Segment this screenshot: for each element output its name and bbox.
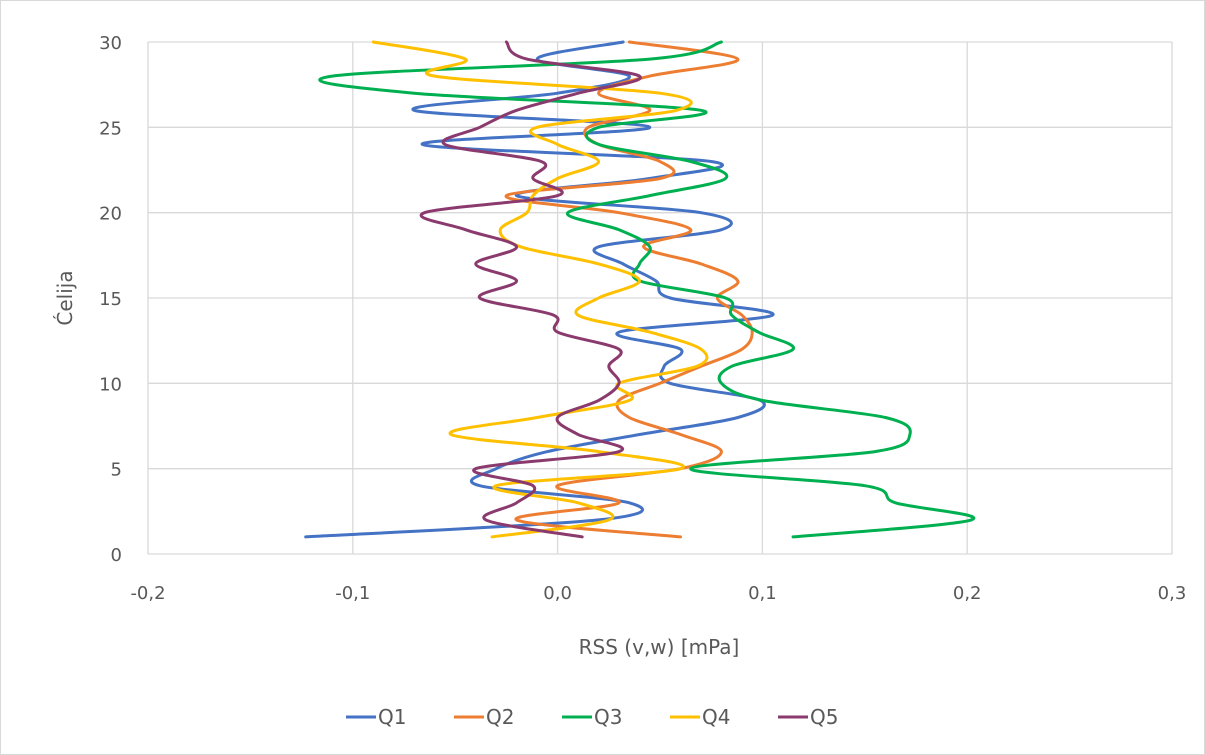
series-lines — [304, 40, 976, 539]
legend-label-q4: Q4 — [702, 705, 730, 729]
x-tick-label: 0,1 — [748, 583, 777, 604]
x-tick-label: 0,0 — [543, 583, 572, 604]
legend-label-q5: Q5 — [810, 705, 838, 729]
x-tick-label: -0,2 — [130, 583, 165, 604]
series-line-q3 — [318, 40, 976, 539]
series-line-q4 — [371, 40, 709, 539]
x-tick-label: 0,2 — [953, 583, 982, 604]
y-tick-label: 30 — [99, 33, 122, 54]
series-line-q5 — [419, 40, 642, 539]
legend-label-q2: Q2 — [486, 705, 514, 729]
y-tick-label: 20 — [99, 204, 122, 225]
x-tick-labels: -0,2 -0,1 0,0 0,1 0,2 0,3 — [130, 583, 1186, 604]
x-tick-label: -0,1 — [335, 583, 370, 604]
y-tick-label: 10 — [99, 374, 122, 395]
x-axis-title: RSS (v,w) [mPa] — [579, 635, 740, 659]
x-tick-label: 0,3 — [1158, 583, 1187, 604]
y-tick-labels: 0 5 10 15 20 25 30 — [99, 33, 122, 566]
legend-label-q3: Q3 — [594, 705, 622, 729]
y-tick-label: 0 — [111, 545, 122, 566]
y-tick-label: 25 — [99, 118, 122, 139]
y-axis-title: Ćelija — [53, 270, 77, 325]
legend: Q1 Q2 Q3 Q4 Q5 — [346, 705, 838, 729]
y-tick-label: 5 — [111, 460, 122, 481]
gridlines — [147, 41, 1173, 555]
y-tick-label: 15 — [99, 289, 122, 310]
legend-label-q1: Q1 — [378, 705, 406, 729]
